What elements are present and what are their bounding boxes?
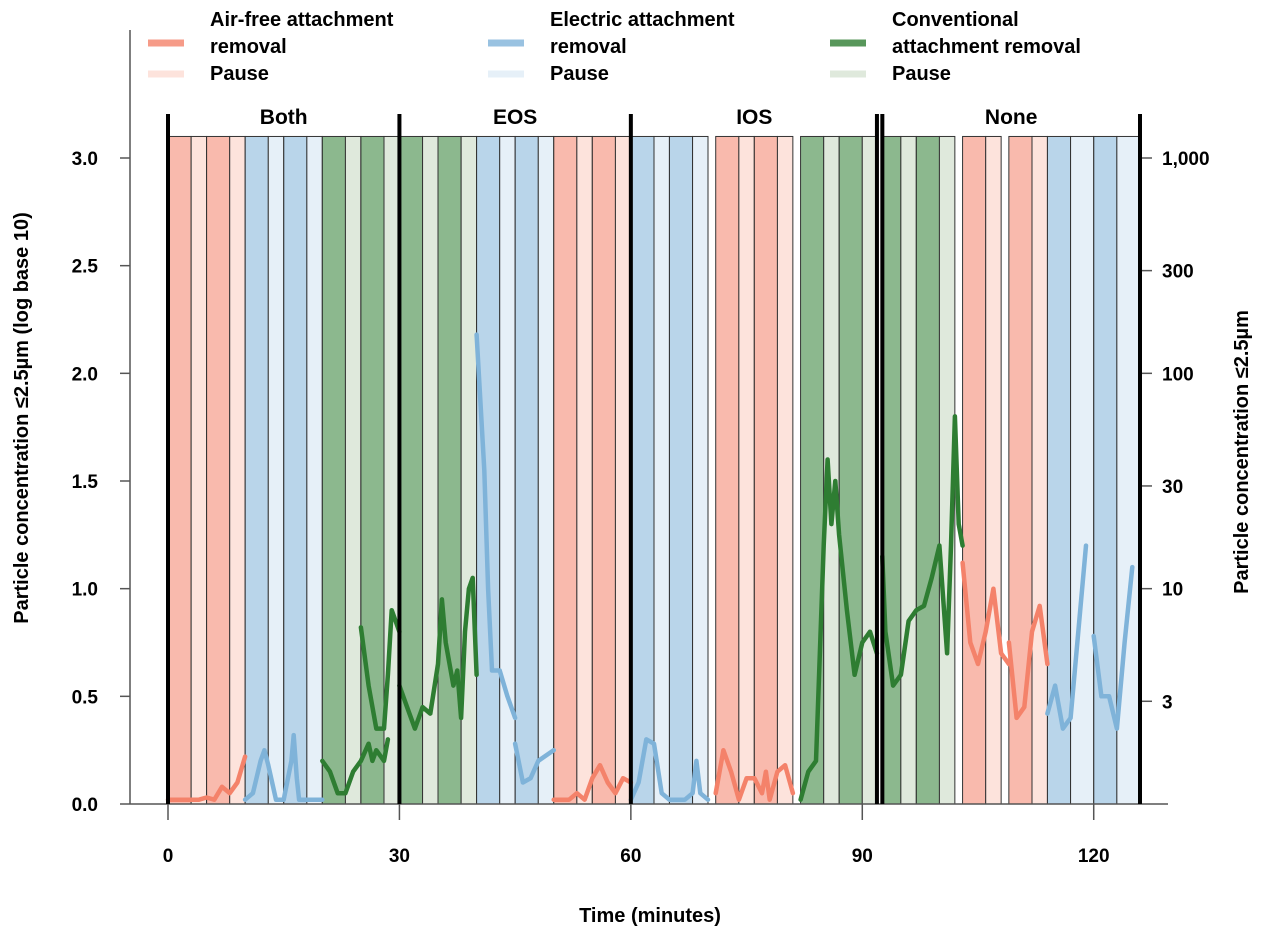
series-line-air [713,747,796,802]
y-tick-label: 1.0 [72,580,98,601]
activity-bar-air-pause [776,135,794,805]
activity-bar-electric [668,135,694,805]
phase-dividers [166,114,1142,804]
series-lines [165,332,1135,802]
activity-bar-air [1008,135,1033,805]
activity-bar-conv [398,135,424,805]
y-axis-right-title: Particle concentration ≤2.5µm [1231,310,1253,594]
axes: 0.0 0.5 1.0 1.5 2.0 2.5 3.0 0 30 60 90 120 1,000 300 1… [72,30,1210,867]
activity-bar-air [962,135,987,805]
activity-bar-electric-pause [692,135,709,805]
series-line-air [551,762,634,802]
series-line-conv [880,414,965,688]
legend-label: Conventional [892,9,1019,31]
activity-bar-electric-pause [537,135,555,805]
phase-label-both: Both [260,106,308,129]
legend-label: attachment removal [892,36,1081,58]
activity-bar-electric-pause [267,135,285,805]
phase-label-eos: EOS [493,106,537,129]
activity-bar-air [206,135,231,805]
activity-bar-air-pause [738,135,755,805]
activity-bar-electric [1093,135,1118,805]
activity-bar-electric [630,135,655,805]
activity-bar-conv-pause [344,135,362,805]
right-tick-label: 1,000 [1162,149,1210,170]
activity-bar-electric [283,135,308,805]
series-line-electric [512,741,556,785]
activity-bar-conv [838,135,863,805]
right-tick-label: 300 [1162,262,1194,283]
activity-bar-air-pause [1031,135,1048,805]
activity-bar-electric [244,135,269,805]
x-tick-label: 60 [620,846,641,867]
y-tick-label: 2.5 [72,257,99,278]
series-line-conv [798,457,880,802]
activity-bars [167,135,1141,805]
series-line-air [1006,603,1050,721]
right-tick-label: 10 [1162,580,1183,601]
series-line-electric [474,332,518,721]
x-tick-label: 120 [1078,846,1110,867]
activity-bar-conv-pause [900,135,917,805]
y-tick-label: 0.0 [72,795,98,816]
series-line-air [960,560,1012,667]
y-tick-label: 2.0 [72,364,98,385]
series-line-electric [242,732,325,802]
activity-bar-conv [437,135,462,805]
series-line-electric [1045,543,1089,731]
activity-bar-electric-pause [306,135,323,805]
series-line-conv [320,737,391,796]
activity-bar-electric-pause [499,135,516,805]
x-tick-label: 0 [163,846,174,867]
activity-bar-air-pause [576,135,593,805]
activity-bar-air-pause [229,135,246,805]
right-tick-label: 30 [1162,477,1183,498]
activity-bar-air-pause [985,135,1002,805]
series-line-electric [1091,564,1135,731]
activity-bar-conv [321,135,346,805]
activity-bar-conv-pause [861,135,878,805]
right-tick-label: 3 [1162,692,1173,713]
activity-bar-air [553,135,578,805]
legend-pause-label: Pause [210,63,269,85]
legend-label: removal [210,36,287,58]
legend-label: removal [550,36,627,58]
activity-bar-electric [514,135,539,805]
activity-bar-air-pause [614,135,632,805]
right-tick-label: 100 [1162,364,1194,385]
activity-bar-electric-pause [653,135,670,805]
legend-label: Air-free attachment [210,9,394,31]
activity-bar-air [591,135,616,805]
y-tick-label: 3.0 [72,149,98,170]
activity-bar-air-pause [190,135,208,805]
activity-bar-air [715,135,740,805]
series-line-conv [397,575,479,731]
activity-bar-air [753,135,778,805]
y-tick-label: 1.5 [72,472,99,493]
legend-pause-label: Pause [550,63,609,85]
series-line-air [165,754,248,802]
phase-label-none: None [985,106,1038,129]
y-axis-title: Particle concentration ≤2.5µm (log base … [11,212,33,624]
y-tick-label: 0.5 [72,687,99,708]
phase-label-ios: IOS [736,106,772,129]
series-line-electric [628,737,711,802]
activity-bar-air [167,135,192,805]
x-tick-label: 30 [389,846,410,867]
series-line-conv [358,607,402,731]
x-axis-title: Time (minutes) [579,905,721,927]
activity-bar-conv [881,135,902,805]
activity-bar-conv [915,135,940,805]
legend-label: Electric attachment [550,9,735,31]
phase-labels: Both EOS IOS None [260,106,1038,129]
legend: Air-free attachment removal Pause Electric … [148,9,1081,85]
legend-pause-label: Pause [892,63,951,85]
x-tick-label: 90 [852,846,873,867]
activity-bar-electric [476,135,501,805]
